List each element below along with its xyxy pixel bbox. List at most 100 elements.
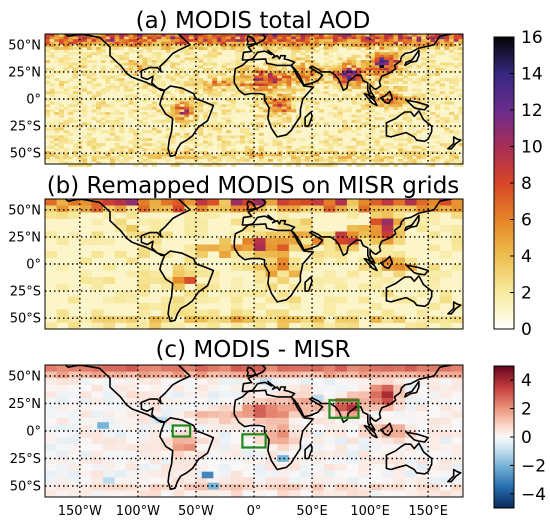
heatmap-cell [249, 151, 255, 154]
heatmap-cell [332, 86, 338, 89]
heatmap-cell [356, 39, 362, 43]
heatmap-cell [337, 143, 343, 147]
coastline-newZealand [447, 468, 462, 483]
heatmap-cell [170, 114, 176, 118]
heatmap-cell [309, 70, 315, 74]
heatmap-cell [277, 264, 290, 271]
heatmap-cell [277, 41, 283, 45]
heatmap-cell [374, 41, 380, 45]
heatmap-cell [265, 270, 278, 278]
heatmap-cell [314, 73, 320, 76]
heatmap-cell [72, 104, 78, 108]
heatmap-cell [323, 322, 336, 330]
heatmap-cell [444, 44, 450, 48]
heatmap-cell [149, 205, 162, 213]
heatmap-cell [114, 36, 120, 40]
heatmap-cell [103, 384, 116, 392]
heatmap-cell [428, 316, 441, 323]
heatmap-cell [63, 138, 69, 141]
heatmap-cell [45, 450, 58, 458]
heatmap-cell [346, 371, 359, 379]
heatmap-cell [407, 122, 413, 126]
heatmap-cell [346, 127, 352, 131]
heatmap-cell [198, 44, 204, 48]
heatmap-cell [379, 41, 385, 45]
heatmap-cell [428, 384, 441, 392]
heatmap-cell [267, 44, 273, 48]
heatmap-cell [379, 65, 385, 69]
heatmap-cell [305, 80, 311, 84]
heatmap-cell [312, 483, 325, 491]
heatmap-cell [393, 404, 406, 412]
heatmap-cell [142, 44, 148, 48]
heatmap-cell [286, 140, 292, 144]
heatmap-cell [170, 65, 176, 69]
heatmap-cell [56, 264, 69, 271]
heatmap-cell [195, 212, 208, 219]
heatmap-cell [393, 91, 399, 95]
heatmap-cell [397, 49, 404, 53]
heatmap-cell [195, 244, 208, 252]
heatmap-cell [337, 158, 343, 162]
heatmap-cell [230, 322, 243, 330]
heatmap-cell [114, 205, 127, 213]
heatmap-cell [416, 464, 429, 471]
heatmap-cell [86, 36, 92, 40]
heatmap-cell [58, 91, 64, 95]
heatmap-cell [156, 145, 162, 149]
heatmap-cell [100, 47, 106, 50]
heatmap-cell [397, 135, 404, 139]
heatmap-cell [291, 44, 297, 48]
heatmap-cell [170, 135, 176, 139]
heatmap-cell [254, 80, 260, 84]
heatmap-cell [300, 464, 313, 471]
heatmap-cell [56, 238, 69, 245]
heatmap-cell [230, 156, 236, 160]
heatmap-cell [142, 158, 148, 162]
heatmap-cell [72, 151, 78, 154]
heatmap-cell [198, 106, 204, 110]
heatmap-cell [416, 138, 422, 141]
heatmap-cell [346, 73, 352, 76]
heatmap-cell [265, 365, 278, 372]
heatmap-cell [179, 125, 185, 128]
heatmap-cell [335, 470, 348, 478]
heatmap-cell [323, 417, 336, 425]
heatmap-cell [249, 34, 255, 37]
heatmap-cell [230, 437, 243, 445]
heatmap-cell [393, 75, 399, 79]
heatmap-cell [128, 41, 134, 45]
y-tick-label: 0° [26, 93, 41, 108]
x-tick-label: 0° [247, 504, 262, 519]
heatmap-cell [212, 36, 218, 40]
heatmap-cell [216, 39, 222, 43]
heatmap-cell [188, 164, 195, 167]
colorbar-tick-label: 6 [521, 211, 532, 231]
heatmap-cell [254, 398, 267, 405]
heatmap-cell [300, 34, 306, 37]
heatmap-cell [435, 73, 441, 76]
heatmap-cell [312, 384, 325, 392]
heatmap-cell [267, 117, 273, 121]
heatmap-cell [100, 75, 106, 79]
heatmap-cell [219, 371, 232, 379]
heatmap-cell [161, 365, 174, 372]
heatmap-cell [179, 60, 185, 63]
heatmap-cell [323, 39, 329, 43]
heatmap-cell [207, 57, 213, 61]
heatmap-cell [393, 52, 399, 56]
heatmap-cell [439, 67, 445, 71]
heatmap-cell [103, 470, 116, 478]
heatmap-cell [249, 80, 255, 84]
heatmap-cell [142, 75, 148, 79]
heatmap-cell [195, 490, 208, 498]
heatmap-cell [216, 91, 222, 95]
heatmap-cell [416, 316, 429, 323]
heatmap-cell [286, 99, 292, 102]
heatmap-cell [202, 109, 208, 113]
heatmap-cell [82, 161, 88, 165]
heatmap-cell [114, 398, 127, 405]
heatmap-cell [335, 371, 348, 379]
heatmap-cell [374, 57, 380, 61]
